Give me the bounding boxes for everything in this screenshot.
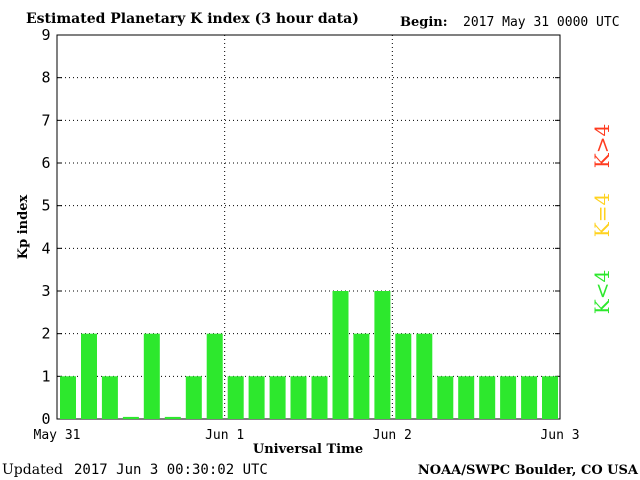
x-tick-labels: May 31 Jun 1 Jun 2 Jun 3 (34, 428, 580, 443)
x-axis-label: Universal Time (253, 442, 363, 457)
kp-bar (542, 376, 558, 419)
kp-bar (227, 376, 244, 419)
y-tick-label: 6 (41, 154, 50, 172)
x-tick-label: Jun 1 (205, 428, 244, 443)
kp-bar (374, 291, 391, 419)
kp-bar (248, 376, 265, 419)
begin-value: 2017 May 31 0000 UTC (463, 15, 620, 30)
kp-bar (81, 333, 97, 419)
kp-bar (185, 376, 202, 419)
grid-lines (57, 34, 560, 420)
y-tick-label: 9 (41, 26, 50, 44)
y-tick-label: 5 (41, 197, 50, 215)
kp-bar (206, 333, 223, 419)
kp-bar (269, 376, 286, 419)
legend-k-less-4: K<4 (590, 270, 614, 314)
kp-bar (332, 291, 349, 419)
y-axis-label: Kp index (16, 195, 31, 260)
kp-bar (164, 416, 181, 419)
kp-bar (479, 376, 496, 419)
kp-bar (500, 376, 517, 419)
y-tick-label: 1 (41, 367, 50, 385)
y-tick-labels: 0 1 2 3 4 5 6 7 8 9 (41, 26, 50, 428)
x-tick-label: Jun 3 (540, 428, 579, 443)
x-tick-label: May 31 (34, 428, 81, 443)
kp-bar (458, 376, 475, 419)
bars (60, 291, 558, 419)
legend-k-greater-4: K>4 (590, 124, 614, 168)
updated-value: 2017 Jun 3 00:30:02 UTC (74, 462, 268, 478)
kp-bar (143, 333, 160, 419)
y-tick-label: 8 (41, 69, 50, 87)
y-tick-label: 2 (41, 325, 50, 343)
begin-label: Begin: (400, 15, 448, 30)
kp-bar (311, 376, 328, 419)
updated-label: Updated (2, 462, 63, 478)
legend-k-equal-4: K=4 (590, 193, 614, 237)
x-tick-label: Jun 2 (373, 428, 412, 443)
plot-frame (56, 34, 561, 420)
y-tick-label: 7 (41, 111, 50, 129)
y-tick-label: 4 (41, 239, 50, 257)
kp-bar (395, 333, 412, 419)
chart-title: Estimated Planetary K index (3 hour data… (26, 11, 359, 27)
kp-bar (416, 333, 433, 419)
kp-bar (353, 333, 370, 419)
source-credit: NOAA/SWPC Boulder, CO USA (418, 463, 639, 478)
kp-bar (122, 416, 139, 419)
kp-bar (437, 376, 454, 419)
y-tick-label: 0 (41, 410, 50, 428)
kp-bar (101, 376, 118, 419)
kp-bar (290, 376, 307, 419)
kp-bar (60, 376, 76, 419)
y-tick-label: 3 (41, 282, 50, 300)
kp-bar (521, 376, 538, 419)
